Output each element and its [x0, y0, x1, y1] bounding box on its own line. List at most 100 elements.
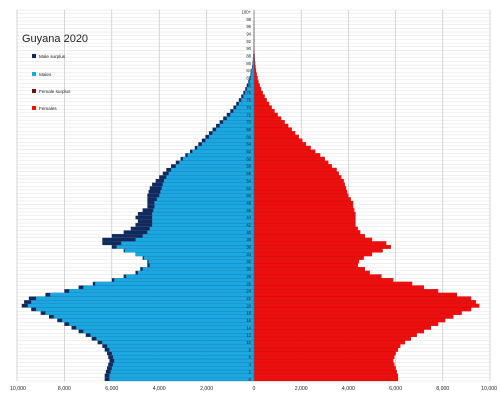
- legend-label-female-surplus: Female surplus: [39, 89, 71, 94]
- male-surplus-bar-age-78: [243, 90, 246, 95]
- male-bar-age-33: [143, 256, 255, 260]
- male-surplus-bar-age-64: [198, 142, 202, 146]
- male-surplus-bar-age-56: [162, 171, 169, 176]
- female-bar-age-48: [253, 200, 354, 205]
- male-surplus-bar-age-58: [171, 164, 176, 168]
- female-bar-age-19: [253, 307, 472, 312]
- x-axis-labels: 10,000 8,000 6,000 4,000 2,000 0 2,000 4,000 6,0…: [10, 386, 497, 392]
- female-bar-age-2: [253, 369, 397, 374]
- male-surplus-bar-age-75: [236, 101, 239, 106]
- age-label: 0: [249, 377, 252, 382]
- male-surplus-bar-age-67: [208, 131, 213, 135]
- female-bar-age-29: [253, 270, 370, 275]
- age-label: 34: [246, 252, 251, 257]
- age-label: 16: [246, 318, 251, 323]
- female-bar-age-49: [253, 197, 351, 202]
- female-bar-age-42: [253, 222, 356, 227]
- female-bar-age-67: [253, 131, 296, 135]
- female-bar-age-1: [253, 373, 399, 378]
- x-tick-label: 10,000: [481, 386, 497, 392]
- male-bar-age-59: [179, 160, 255, 165]
- male-surplus-bar-age-66: [205, 134, 209, 139]
- x-tick-label: 10,000: [10, 386, 26, 392]
- male-bar-age-39: [142, 233, 255, 238]
- male-bar-age-28: [125, 274, 255, 279]
- male-bar-age-83: [251, 72, 255, 77]
- female-bar-age-50: [253, 193, 349, 198]
- age-label: 92: [246, 39, 251, 44]
- female-bar-age-6: [253, 355, 395, 360]
- male-surplus-bar-age-36: [111, 245, 117, 249]
- female-bar-age-22: [253, 296, 472, 301]
- male-surplus-bar-age-59: [175, 160, 180, 165]
- male-bar-age-54: [163, 178, 255, 183]
- age-label: 48: [246, 200, 251, 205]
- age-label: 88: [246, 54, 251, 59]
- age-label: 38: [246, 237, 251, 242]
- male-bar-age-3: [111, 366, 255, 371]
- male-surplus-bar-age-9: [102, 344, 108, 348]
- age-label: 58: [246, 164, 251, 169]
- male-surplus-bar-age-69: [216, 123, 220, 128]
- female-bar-age-71: [253, 116, 282, 121]
- female-bar-age-28: [253, 274, 382, 279]
- female-bar-age-68: [253, 127, 292, 132]
- male-surplus-bar-age-42: [135, 223, 153, 227]
- male-surplus-bar-age-0: [104, 377, 110, 381]
- age-label: 68: [246, 127, 251, 132]
- female-bar-age-30: [253, 267, 366, 271]
- male-surplus-bar-age-81: [248, 79, 250, 84]
- legend-swatch-males: [32, 72, 36, 76]
- male-bar-age-53: [162, 182, 255, 187]
- male-surplus-bar-age-11: [91, 336, 97, 341]
- legend-label-male-surplus: Male surplus: [39, 54, 66, 59]
- age-label: 72: [246, 112, 251, 117]
- male-bar-age-2: [110, 369, 255, 374]
- female-bar-age-26: [253, 281, 413, 286]
- age-label: 80: [246, 83, 251, 88]
- male-bar-age-44: [151, 215, 255, 220]
- female-bar-age-74: [253, 105, 272, 110]
- male-surplus-bar-age-51: [148, 189, 161, 194]
- male-bar-age-57: [170, 167, 255, 172]
- male-surplus-bar-age-27: [111, 278, 115, 282]
- male-surplus-bar-age-48: [147, 201, 155, 205]
- male-surplus-bar-age-26: [92, 281, 96, 286]
- male-surplus-bar-age-19: [31, 307, 36, 312]
- age-label: 84: [246, 68, 251, 73]
- male-bar-age-46: [153, 208, 255, 213]
- female-bar-age-37: [253, 241, 387, 246]
- male-bar-age-37: [121, 241, 255, 246]
- age-label: 96: [246, 24, 251, 29]
- male-bar-age-23: [50, 292, 255, 297]
- male-surplus-bar-age-84: [251, 68, 252, 73]
- age-label: 50: [246, 193, 251, 198]
- female-bar-age-40: [253, 230, 361, 235]
- male-surplus-bar-age-22: [28, 296, 36, 301]
- male-bar-age-22: [35, 296, 255, 301]
- male-surplus-bar-age-14: [71, 325, 77, 330]
- age-label: 2: [249, 369, 252, 374]
- male-bar-age-26: [95, 281, 255, 286]
- legend-swatch-females: [32, 106, 36, 110]
- male-bar-age-17: [53, 314, 255, 319]
- male-surplus-bar-age-44: [135, 215, 153, 220]
- age-label: 24: [246, 289, 251, 294]
- female-bar-age-75: [253, 101, 270, 106]
- female-bar-age-32: [253, 259, 360, 264]
- female-bar-age-83: [253, 72, 257, 77]
- male-surplus-bar-age-41: [130, 226, 150, 231]
- age-axis-labels: 0246810121416182022242628303234363840424…: [242, 9, 252, 381]
- male-surplus-bar-age-1: [104, 373, 110, 378]
- age-label: 30: [246, 267, 251, 272]
- male-surplus-bar-age-20: [21, 303, 28, 308]
- male-surplus-bar-age-35: [123, 248, 125, 253]
- female-bar-age-9: [253, 344, 401, 349]
- male-surplus-bar-age-49: [147, 197, 157, 202]
- female-bar-age-46: [253, 208, 355, 213]
- male-bar-age-9: [106, 344, 255, 349]
- male-surplus-bar-age-29: [135, 270, 138, 275]
- male-bar-age-40: [147, 230, 255, 235]
- age-label: 28: [246, 274, 251, 279]
- female-bar-age-21: [253, 300, 476, 304]
